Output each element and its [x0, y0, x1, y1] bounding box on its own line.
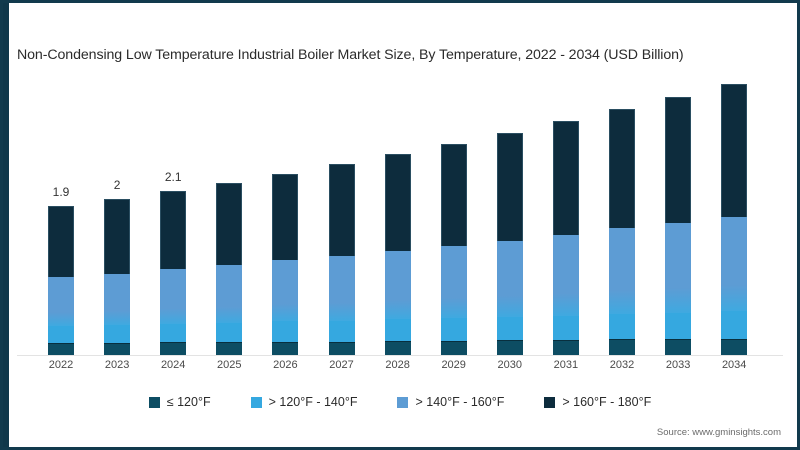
bar-segment	[609, 228, 635, 314]
bar-2027[interactable]	[328, 164, 355, 355]
bar-segment	[104, 273, 131, 326]
chart-legend: ≤ 120°F > 120°F - 140°F > 140°F - 160°F > 1…	[3, 395, 797, 409]
bar-segment	[440, 340, 467, 355]
bar-2031[interactable]	[552, 121, 579, 355]
bar-segment	[216, 322, 243, 343]
bar-segment	[328, 255, 355, 321]
bar-segment	[384, 340, 411, 355]
plot-area: 1.9 2 2.1	[3, 83, 800, 355]
bar-segment	[721, 216, 748, 312]
bar-value-label: 2	[113, 177, 121, 192]
source-attribution: Source: www.gminsights.com	[656, 427, 781, 438]
legend-item-3[interactable]: > 160°F - 180°F	[544, 395, 651, 409]
bar-value-label: 1.9	[52, 185, 70, 200]
x-axis-label-2030: 2030	[497, 359, 523, 371]
bar-segment	[160, 342, 187, 355]
bar-segment	[104, 343, 131, 355]
legend-label: > 120°F - 140°F	[268, 395, 358, 409]
x-axis-label-2027: 2027	[329, 359, 354, 371]
x-axis-label-2024: 2024	[160, 359, 186, 371]
legend-swatch-icon	[397, 396, 409, 408]
bar-2030[interactable]	[496, 132, 523, 355]
bar-segment	[216, 342, 243, 355]
bar-segment	[665, 96, 692, 223]
bar-2026[interactable]	[272, 173, 299, 355]
bar-2028[interactable]	[384, 153, 411, 355]
bar-segment	[552, 340, 579, 355]
legend-swatch-icon	[148, 396, 160, 408]
x-axis-label-2023: 2023	[104, 359, 130, 371]
legend-swatch-icon	[544, 396, 556, 408]
bar-value-label: 2.1	[164, 169, 182, 184]
bar-segment	[665, 339, 692, 355]
x-axis-label-2029: 2029	[441, 359, 466, 371]
bar-segment	[496, 240, 523, 317]
bar-segment	[328, 164, 355, 256]
x-axis-label-2031: 2031	[553, 359, 579, 371]
bar-segment	[104, 325, 131, 344]
bar-segment	[552, 315, 579, 341]
bar-segment	[721, 83, 748, 217]
legend-label: > 160°F - 180°F	[562, 395, 652, 409]
bar-segment	[216, 265, 243, 323]
x-axis-label-2032: 2032	[609, 359, 635, 371]
x-axis-label-2025: 2025	[217, 359, 242, 371]
x-axis-line	[17, 355, 783, 356]
bar-2022[interactable]	[48, 206, 74, 355]
bar-segment	[665, 312, 692, 340]
bar-segment	[440, 318, 467, 341]
legend-item-2[interactable]: > 140°F - 160°F	[397, 395, 504, 409]
bar-segment	[552, 235, 579, 316]
bar-segment	[48, 326, 74, 344]
bar-2025[interactable]	[216, 182, 243, 355]
bar-segment	[48, 343, 74, 355]
bar-2033[interactable]	[665, 96, 692, 355]
bar-segment	[160, 190, 187, 269]
bar-segment	[609, 339, 635, 355]
legend-item-0[interactable]: ≤ 120°F	[148, 395, 211, 409]
bar-2032[interactable]	[609, 108, 635, 355]
bar-segment	[384, 153, 411, 251]
bar-segment	[328, 320, 355, 342]
bar-segment	[272, 341, 299, 355]
x-axis-label-2033: 2033	[665, 359, 691, 371]
bar-segment	[272, 321, 299, 342]
legend-item-1[interactable]: > 120°F - 140°F	[250, 395, 358, 409]
legend-label: ≤ 120°F	[166, 395, 211, 409]
bar-segment	[496, 132, 523, 241]
bar-segment	[609, 313, 635, 340]
bar-segment	[48, 206, 74, 277]
bar-segment	[552, 121, 579, 236]
bar-segment	[440, 143, 467, 247]
bar-segment	[496, 316, 523, 341]
legend-swatch-icon	[250, 396, 262, 408]
bar-segment	[160, 268, 187, 324]
x-axis-label-2026: 2026	[273, 359, 298, 371]
bar-segment	[272, 173, 299, 261]
bar-segment	[328, 341, 355, 355]
x-axis-label-2022: 2022	[48, 359, 74, 371]
bar-segment	[160, 323, 187, 343]
bar-segment	[216, 182, 243, 266]
bar-segment	[721, 338, 748, 355]
bar-segment	[384, 250, 411, 320]
bar-segment	[440, 246, 467, 319]
bar-segment	[272, 260, 299, 322]
bar-segment	[104, 198, 131, 274]
bar-2023[interactable]	[104, 198, 131, 355]
bar-segment	[609, 108, 635, 229]
bar-2034[interactable]	[721, 83, 748, 355]
chart-title: Non-Condensing Low Temperature Industria…	[17, 47, 684, 63]
legend-label: > 140°F - 160°F	[415, 395, 505, 409]
bar-segment	[496, 340, 523, 355]
bar-2029[interactable]	[440, 143, 467, 355]
bar-segment	[721, 311, 748, 339]
x-axis-label-2034: 2034	[721, 359, 747, 371]
bar-segment	[384, 319, 411, 341]
bar-2024[interactable]	[160, 190, 187, 355]
bar-segment	[665, 222, 692, 313]
bar-segment	[48, 276, 74, 327]
x-axis-label-2028: 2028	[385, 359, 410, 371]
